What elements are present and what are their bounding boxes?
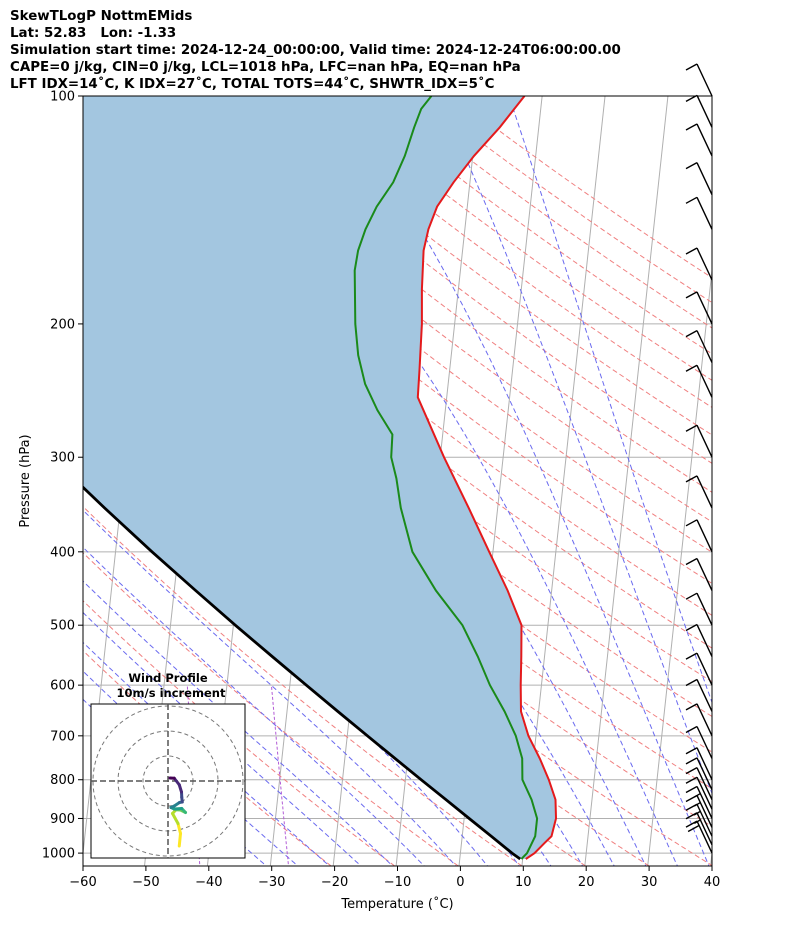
parcel-line [83,485,522,861]
dewpoint-line [353,96,539,860]
wind-barb [685,247,713,281]
hodograph-plot [91,704,245,858]
wind-barb [685,196,713,230]
wind-barb [685,424,713,458]
y-tick-label: 900 [50,812,75,827]
isotherm [647,265,712,866]
hodograph-subtitle: 10m/s increment [117,686,226,700]
x-tick-label: −60 [69,875,96,890]
wind-barb [685,785,713,819]
moist-adiabat [83,546,425,866]
dry-adiabat [83,418,650,866]
wind-barb [685,123,713,157]
dry-adiabat [224,96,712,464]
wind-barb [685,767,713,800]
chart-header: SkewTLogP NottmEMids Lat: 52.83 Lon: -1.… [10,8,621,93]
axes: −60 −50 −40 −30 −20 −10 0 10 20 30 40 1000 900 800 700… [18,90,720,913]
indices-text: LFT IDX=14˚C, K IDX=27˚C, TOTAL TOTS=44˚… [10,77,495,92]
y-tick-label: 500 [50,619,75,634]
wind-barb [685,557,713,591]
time-text: Simulation start time: 2024-12-24_00:00:… [10,43,621,58]
wind-barb [685,757,713,791]
moist-adiabat [83,641,331,866]
hodograph-title: Wind Profile [128,671,208,685]
moist-adiabat [328,96,710,866]
wind-barb [685,725,713,759]
moist-adiabat [83,509,457,866]
wind-barb [685,364,713,398]
wind-barb [685,94,713,128]
wind-barb [685,776,713,810]
chart-title: SkewTLogP NottmEMids [10,9,193,24]
dry-adiabat [83,552,459,866]
hodograph-segment [171,812,180,825]
dry-adiabat [257,96,712,436]
wind-barb [685,678,713,712]
wind-barb [685,592,713,626]
isotherm [584,96,669,866]
y-tick-label: 200 [50,317,75,332]
wind-barb [685,291,713,325]
y-tick-label: 600 [50,679,75,694]
wind-barb [685,703,713,737]
wind-barb [685,330,713,363]
x-tick-label: −50 [132,875,159,890]
moist-adiabat [186,96,678,866]
y-tick-label: 800 [50,773,75,788]
dry-adiabat [159,96,712,523]
x-tick-label: 20 [578,875,595,890]
wind-barb [685,652,713,686]
wind-barb [685,519,713,553]
wind-barb [685,475,713,509]
dry-adiabat [83,376,712,866]
x-tick-label: −20 [321,875,348,890]
hodograph-segment [177,832,182,848]
location-text: Lat: 52.83 Lon: -1.33 [10,26,177,41]
wind-barb [685,162,713,195]
y-tick-label: 300 [50,451,75,466]
x-tick-label: −30 [258,875,285,890]
dry-adiabat [94,96,712,585]
wind-barb [685,623,713,657]
temperature-line [416,96,558,860]
x-tick-label: −40 [195,875,222,890]
moist-adiabat [508,96,712,704]
wind-barb [685,63,713,97]
x-tick-label: 30 [641,875,658,890]
y-tick-label: 100 [50,90,75,105]
wind-barbs [685,63,713,854]
dry-adiabat [83,505,523,866]
moist-adiabat [437,96,712,795]
wind-barb [685,747,713,781]
x-tick-label: −10 [384,875,411,890]
isotherm [521,96,606,866]
x-tick-label: 10 [515,875,532,890]
cape-text: CAPE=0 j/kg, CIN=0 j/kg, LCL=1018 hPa, L… [10,60,521,75]
x-axis-label: Temperature (˚C) [340,896,453,912]
hodograph-segment [176,822,182,835]
dry-adiabat [126,96,712,553]
y-axis-label: Pressure (hPa) [18,434,33,527]
isotherm [774,96,794,866]
data-series [83,96,558,861]
x-tick-label: 0 [456,875,464,890]
mixing-ratio-line [270,685,290,866]
isotherm [710,848,712,866]
y-tick-label: 400 [50,545,75,560]
cape-cin-shading [83,96,556,859]
x-tick-label: 40 [704,875,721,890]
y-tick-label: 1000 [42,847,75,862]
y-tick-label: 700 [50,729,75,744]
